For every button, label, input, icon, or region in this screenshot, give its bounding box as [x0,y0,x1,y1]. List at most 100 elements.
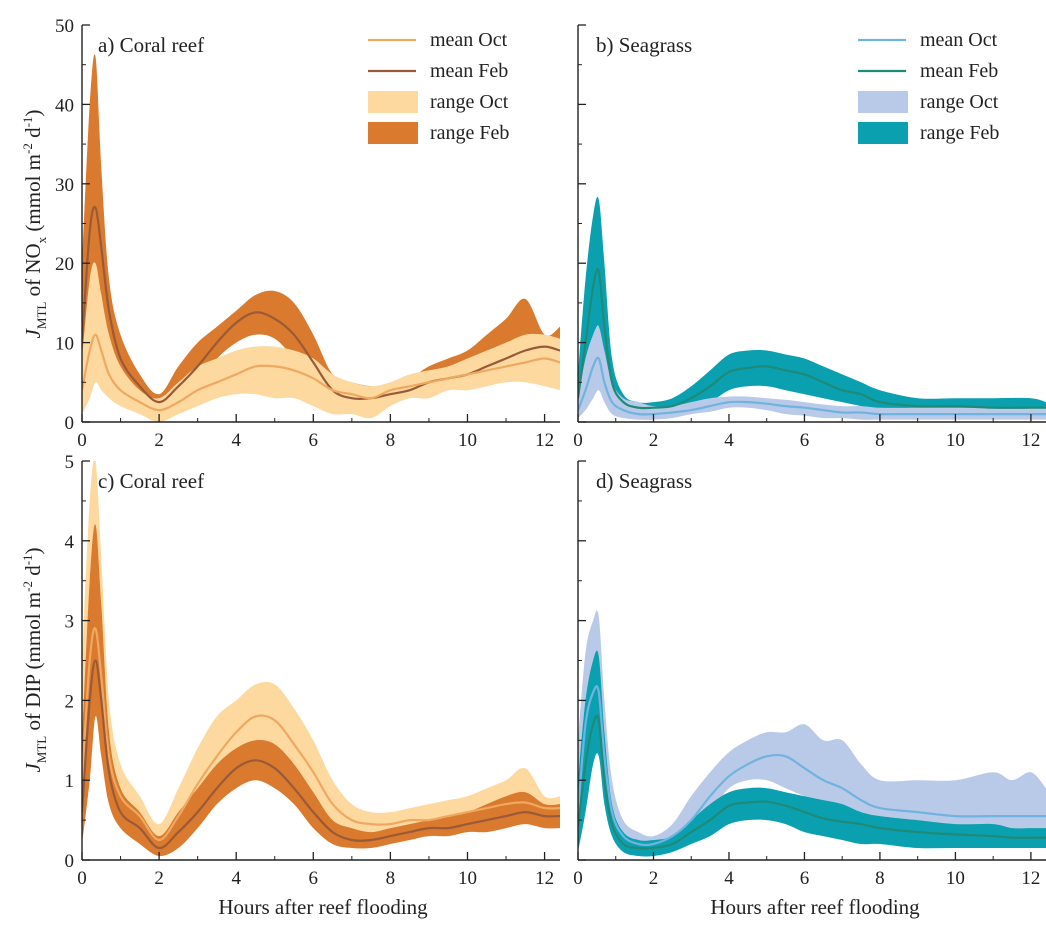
panel-a-legend: mean Oct mean Feb range Oct range Feb [368,29,509,144]
panel-a-x-tick-label: 10 [458,430,477,451]
panel-d-range-oct-band [578,610,1046,854]
panel-a-x-tick-label: 6 [309,430,319,451]
panel-a-legend-swatch [368,122,418,144]
panel-a-legend-label: range Feb [430,122,509,144]
panel-b-x-tick-label: 8 [875,430,885,451]
y-title-top-close: ) [21,110,45,117]
panel-c-x-tick-label: 8 [386,868,396,889]
panel-c-y-tick-label: 1 [65,771,75,792]
y-title-top-mid: of NO [21,243,45,301]
panel-a-y-tick-label: 50 [55,16,74,37]
panel-b-legend-label: range Oct [920,91,999,113]
panel-d-x-tick-label: 6 [800,868,810,889]
y-title-top-sup2: -1 [20,117,35,128]
x-axis-title-right: Hours after reef flooding [710,895,920,919]
panel-b-x-tick-label: 6 [800,430,810,451]
panel-d-x-tick-label: 4 [724,868,734,889]
panel-b-legend-label: mean Feb [920,60,998,82]
panel-c-x-tick-label: 0 [77,868,87,889]
panel-a-mean-oct-line [82,333,560,412]
panel-a-x-tick-label: 0 [77,430,87,451]
panel-c-label: c) Coral reef [98,469,204,493]
panel-b-axes: 0 2 4 6 8 10 12 [573,24,1046,451]
y-title-top-unit: (mmol m [21,154,45,237]
x-axis-title-left: Hours after reef flooding [218,895,428,919]
panel-a-y-tick-label: 0 [65,413,75,434]
panel-d-x-tick-label: 0 [573,868,583,889]
panel-a-x-tick-label: 8 [386,430,396,451]
panel-d-axes: 0 2 4 6 8 10 12 [573,460,1046,889]
y-title-bottom-sub1: MTL [34,736,49,764]
panel-a-x-tick-label: 2 [154,430,164,451]
y-axis-title-bottom: JMTL of DIP (mmol m-2 d-1) [20,547,49,772]
panel-c-x-tick-label: 6 [309,868,319,889]
panel-a-y-tick-label: 10 [55,334,74,355]
panel-a-y-tick-label: 40 [55,95,74,116]
panel-d-label: d) Seagrass [596,469,692,493]
panel-a-y-tick-label: 30 [55,175,74,196]
panel-a-coral-reef-nox: 0 2 4 6 8 10 12 0 10 20 30 40 50 a) Coral reef mean … [55,16,560,451]
panel-a-x-tick-label: 12 [535,430,554,451]
panel-b-x-tick-label: 2 [649,430,659,451]
panel-a-legend-swatch [368,91,418,113]
panel-c-lines [82,627,560,850]
panel-c-x-tick-label: 2 [154,868,164,889]
y-title-bottom-mid: of DIP (mmol m [21,592,45,736]
panel-b-legend-swatch [858,122,908,144]
y-title-top-sup1: -2 [20,143,35,154]
panel-b-legend-swatch [858,91,908,113]
panel-b-lines [578,268,1046,416]
panel-c-x-tick-label: 12 [535,868,554,889]
y-title-bottom-main: J [21,762,45,773]
y-title-bottom-sup1: -2 [20,581,35,592]
panel-d-x-tick-label: 2 [649,868,659,889]
panel-b-legend-label: range Feb [920,122,999,144]
panel-c-y-tick-label: 0 [65,851,75,872]
panel-a-legend-label: range Oct [430,91,509,113]
panel-b-label: b) Seagrass [596,33,692,57]
panel-b-seagrass-nox: 0 2 4 6 8 10 12 b) Seagrass mean Oct mean Feb ra… [573,24,1046,451]
panel-b-range-feb-band [578,196,1046,416]
y-title-top-unit2: d [21,127,45,143]
panel-b-x-tick-label: 4 [724,430,734,451]
panel-c-y-tick-label: 5 [65,452,75,473]
panel-a-legend-label: mean Oct [430,29,508,51]
y-title-bottom-close: ) [21,547,45,554]
panel-c-bands [82,461,560,857]
panel-b-mean-oct-line [578,356,1046,416]
panel-b-legend-label: mean Oct [920,29,998,51]
panel-b-x-tick-label: 12 [1021,430,1040,451]
panel-d-x-tick-label: 12 [1021,868,1040,889]
panel-d-bands [578,610,1046,857]
panel-a-y-tick-label: 20 [55,254,74,275]
panel-b-x-tick-label: 0 [573,430,583,451]
panel-b-mean-feb-line [578,268,1046,410]
y-title-top-sub2: x [34,236,49,243]
panel-b-legend: mean Oct mean Feb range Oct range Feb [858,29,999,144]
y-title-bottom-unit2: d [21,565,45,581]
panel-c-mean-feb-line [82,659,560,850]
panel-d-mean-feb-line [578,714,1046,850]
panel-d-x-tick-label: 10 [946,868,965,889]
panel-a-range-oct-band [82,262,560,422]
panel-c-x-tick-label: 10 [458,868,477,889]
panel-a-axes: 0 2 4 6 8 10 12 0 10 20 30 40 50 [55,16,560,451]
y-title-bottom-sup2: -1 [20,554,35,565]
panel-d-seagrass-dip: 0 2 4 6 8 10 12 d) Seagrass [573,460,1046,889]
panel-d-x-tick-label: 8 [875,868,885,889]
panel-d-lines [578,685,1046,850]
panel-b-bands [578,196,1046,420]
y-title-top-main: J [21,327,45,338]
panel-c-range-oct-band [82,461,560,849]
panel-c-x-tick-label: 4 [231,868,241,889]
panel-c-mean-oct-line [82,627,560,842]
panel-c-y-tick-label: 3 [65,612,75,633]
panel-c-y-tick-label: 4 [65,532,75,553]
panel-d-mean-oct-line [578,685,1046,847]
panel-a-lines [82,205,560,412]
panel-a-x-tick-label: 4 [231,430,241,451]
panel-b-x-tick-label: 10 [946,430,965,451]
